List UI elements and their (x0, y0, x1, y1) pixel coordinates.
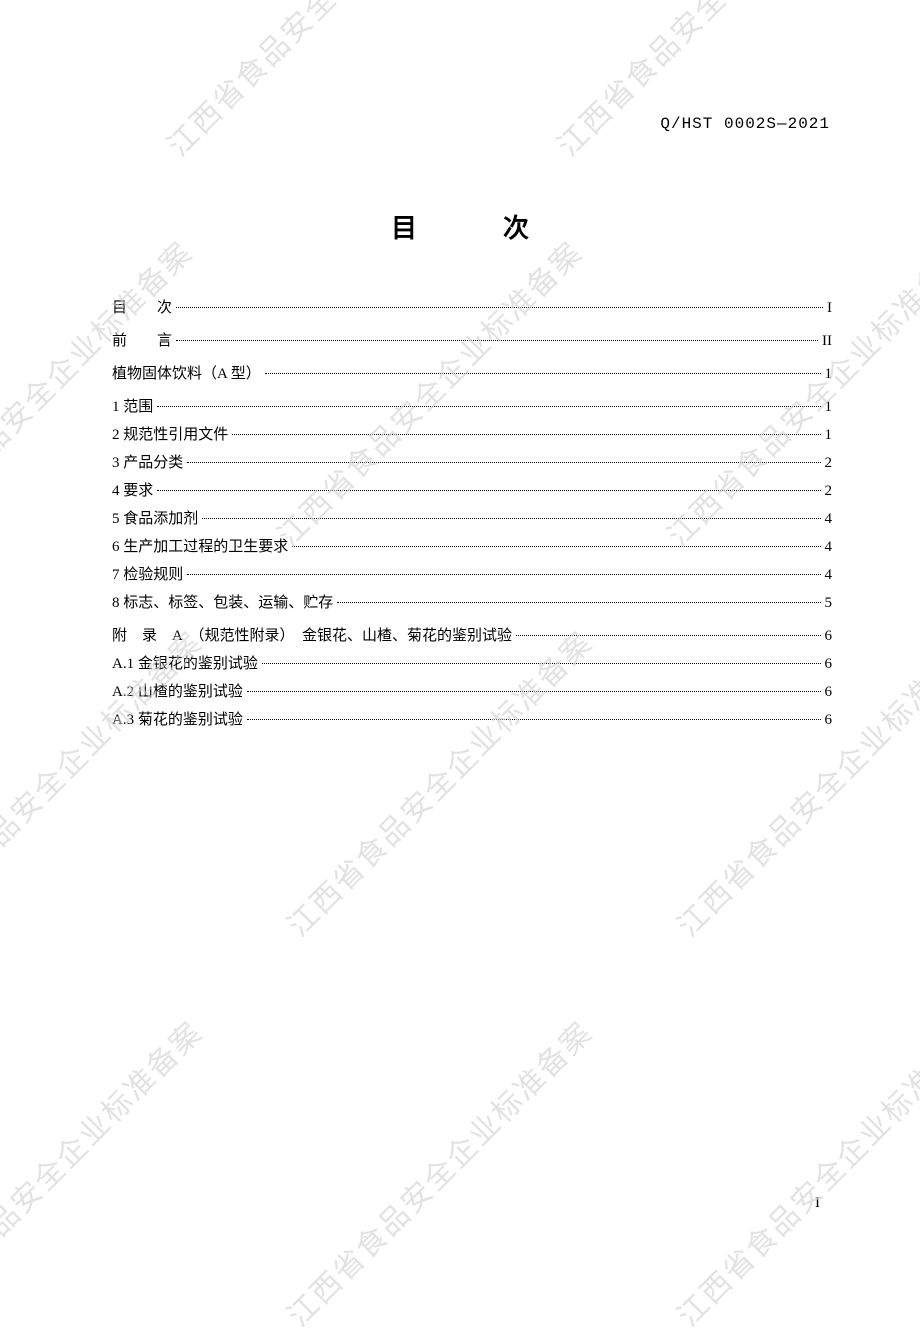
toc-entry: 附 录 A （规范性附录） 金银花、山楂、菊花的鉴别试验 6 (112, 623, 832, 650)
toc-label: A.1 金银花的鉴别试验 (112, 651, 258, 678)
toc-label: 7 检验规则 (112, 562, 183, 589)
toc-entry: A.2 山楂的鉴别试验 6 (112, 679, 832, 706)
toc-page: I (827, 295, 832, 322)
toc-page: 1 (825, 361, 833, 388)
toc-label: 5 食品添加剂 (112, 506, 198, 533)
toc-page: 5 (825, 590, 833, 617)
toc-label: A.2 山楂的鉴别试验 (112, 679, 243, 706)
toc-dots (516, 635, 820, 636)
toc-page: 4 (825, 534, 833, 561)
toc-entry: 3 产品分类 2 (112, 450, 832, 477)
toc-entry: A.3 菊花的鉴别试验 6 (112, 707, 832, 734)
toc-entry: A.1 金银花的鉴别试验 6 (112, 651, 832, 678)
toc-entry: 植物固体饮料（A 型） 1 (112, 361, 832, 388)
toc-label: 4 要求 (112, 478, 153, 505)
toc-page: 6 (825, 623, 833, 650)
watermark: 江西省食品安全企业标准备案 (545, 0, 870, 165)
toc-entry: 目 次I (112, 295, 832, 322)
toc-entry: 8 标志、标签、包装、运输、贮存 5 (112, 590, 832, 617)
toc-page: 2 (825, 450, 833, 477)
toc-dots (247, 719, 821, 720)
toc-dots (157, 490, 820, 491)
toc-dots (232, 434, 820, 435)
toc-dots (176, 307, 823, 308)
toc-dots (187, 462, 820, 463)
toc-page: 6 (825, 651, 833, 678)
toc-label: 3 产品分类 (112, 450, 183, 477)
toc-entry: 前 言 II (112, 328, 832, 355)
toc-entry: 2 规范性引用文件 1 (112, 422, 832, 449)
toc-dots (157, 406, 820, 407)
toc-label: 目 次 (112, 295, 172, 322)
toc-entry: 1 范围 1 (112, 394, 832, 421)
toc-dots (337, 602, 820, 603)
toc-label: 前 言 (112, 328, 172, 355)
toc-label: 2 规范性引用文件 (112, 422, 228, 449)
toc-dots (247, 691, 821, 692)
toc-dots (265, 373, 821, 374)
toc-dots (202, 518, 820, 519)
toc-page: 2 (825, 478, 833, 505)
toc-entry: 6 生产加工过程的卫生要求 4 (112, 534, 832, 561)
watermark: 江西省食品安全企业标准备案 (275, 1009, 600, 1334)
toc-page: 6 (825, 707, 833, 734)
document-code: Q/HST 0002S—2021 (660, 115, 830, 133)
toc-label: 植物固体饮料（A 型） (112, 361, 261, 388)
toc-label: A.3 菊花的鉴别试验 (112, 707, 243, 734)
toc-label: 1 范围 (112, 394, 153, 421)
toc-dots (176, 340, 818, 341)
toc-label: 6 生产加工过程的卫生要求 (112, 534, 288, 561)
toc-dots (292, 546, 820, 547)
toc-page: II (822, 328, 832, 355)
page-title: 目 次 (0, 208, 920, 245)
toc-page: 4 (825, 562, 833, 589)
toc-dots (187, 574, 820, 575)
toc-entry: 4 要求 2 (112, 478, 832, 505)
watermark: 江西省食品安全企业标准备案 (665, 1009, 920, 1334)
page-number: I (815, 1195, 820, 1212)
toc-page: 6 (825, 679, 833, 706)
watermark: 江西省食品安全企业标准备案 (0, 1009, 211, 1334)
toc-dots (262, 663, 821, 664)
toc-entry: 7 检验规则 4 (112, 562, 832, 589)
toc-label: 附 录 A （规范性附录） 金银花、山楂、菊花的鉴别试验 (112, 623, 512, 650)
table-of-contents: 目 次I前 言II植物固体饮料（A 型）11 范围12 规范性引用文件13 产品… (112, 295, 832, 735)
toc-page: 1 (825, 394, 833, 421)
watermark: 江西省食品安全企业标准备案 (155, 0, 480, 165)
toc-page: 4 (825, 506, 833, 533)
toc-entry: 5 食品添加剂 4 (112, 506, 832, 533)
toc-label: 8 标志、标签、包装、运输、贮存 (112, 590, 333, 617)
toc-page: 1 (825, 422, 833, 449)
